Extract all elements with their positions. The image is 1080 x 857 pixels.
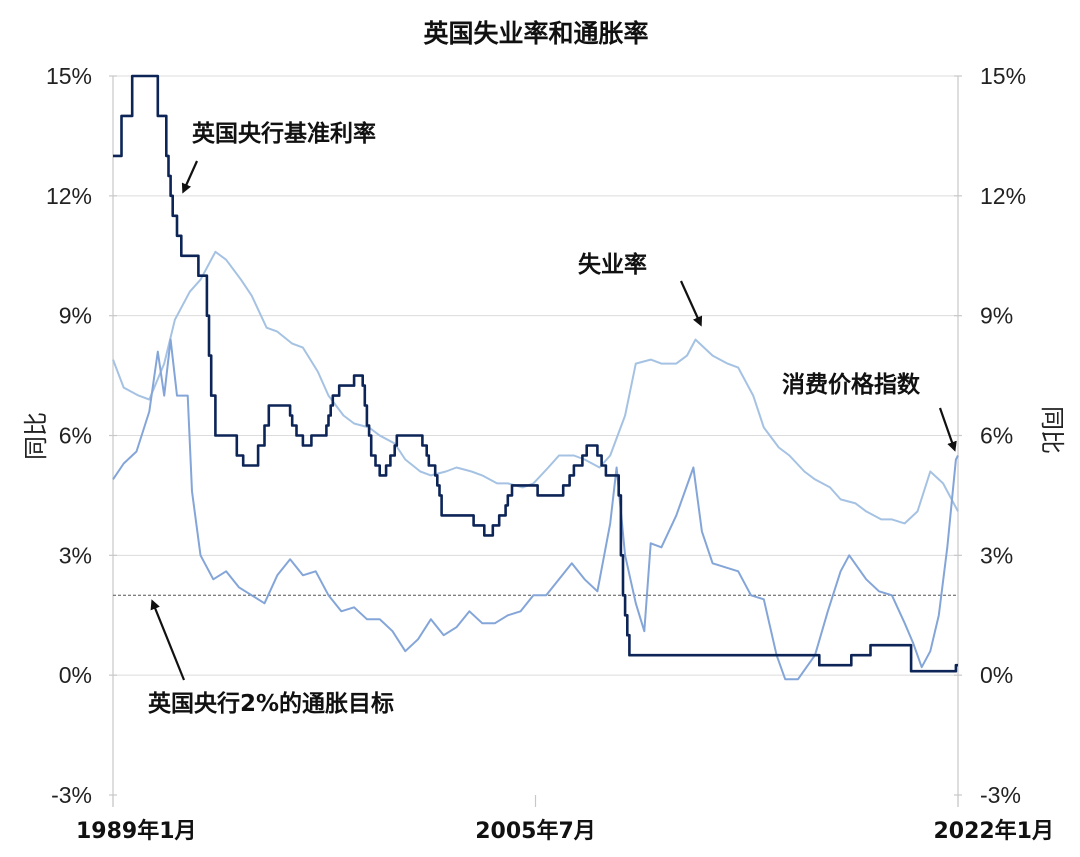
series-line-policy-rate — [113, 74, 958, 673]
y-axis-label-right: 同比 — [1038, 406, 1066, 454]
y-tick-label-left: 12% — [46, 183, 92, 209]
chart-title: 英国失业率和通胀率 — [423, 19, 648, 48]
series-line-unemployment — [112, 250, 959, 525]
annotation-target: 英国央行2%的通胀目标 — [148, 690, 394, 717]
y-tick-label-right: 12% — [980, 183, 1026, 209]
y-tick-label-left: 0% — [59, 662, 92, 688]
y-tick-label-left: 15% — [46, 63, 92, 89]
annotation-arrow-target — [150, 599, 186, 681]
y-tick-label-left: 9% — [59, 303, 92, 329]
tick-labels: 15% 15% 12% 12% 9% 9% 6% 6% 3% 3% 0% 0% -3% -3% 1989年1… — [46, 63, 1054, 844]
x-tick-label: 1989年1月 — [76, 818, 197, 844]
y-tick-label-left: 6% — [59, 423, 92, 449]
annotation-arrow-unemployment — [679, 280, 703, 327]
y-tick-label-right: 6% — [980, 423, 1013, 449]
y-tick-label-right: 0% — [980, 662, 1013, 688]
y-tick-label-right: 3% — [980, 542, 1013, 568]
annotation-unemployment: 失业率 — [578, 251, 647, 278]
grid — [113, 75, 958, 676]
y-tick-label-right: 9% — [980, 303, 1013, 329]
annotation-arrow-policy-rate — [181, 160, 199, 194]
x-tick-label: 2005年7月 — [475, 818, 596, 844]
series-line-cpi — [112, 338, 959, 681]
annotation-cpi: 消费价格指数 — [782, 371, 921, 398]
y-tick-label-left: 3% — [59, 542, 92, 568]
axes — [109, 75, 962, 807]
y-tick-label-left: -3% — [51, 782, 92, 808]
series-group — [112, 74, 959, 681]
annotation-policy-rate: 英国央行基准利率 — [192, 120, 376, 147]
y-tick-label-right: 15% — [980, 63, 1026, 89]
y-tick-label-right: -3% — [980, 782, 1021, 808]
annotation-arrow-cpi — [938, 407, 957, 452]
x-tick-label: 2022年1月 — [933, 818, 1054, 844]
y-axis-label-left: 同比 — [22, 412, 50, 460]
